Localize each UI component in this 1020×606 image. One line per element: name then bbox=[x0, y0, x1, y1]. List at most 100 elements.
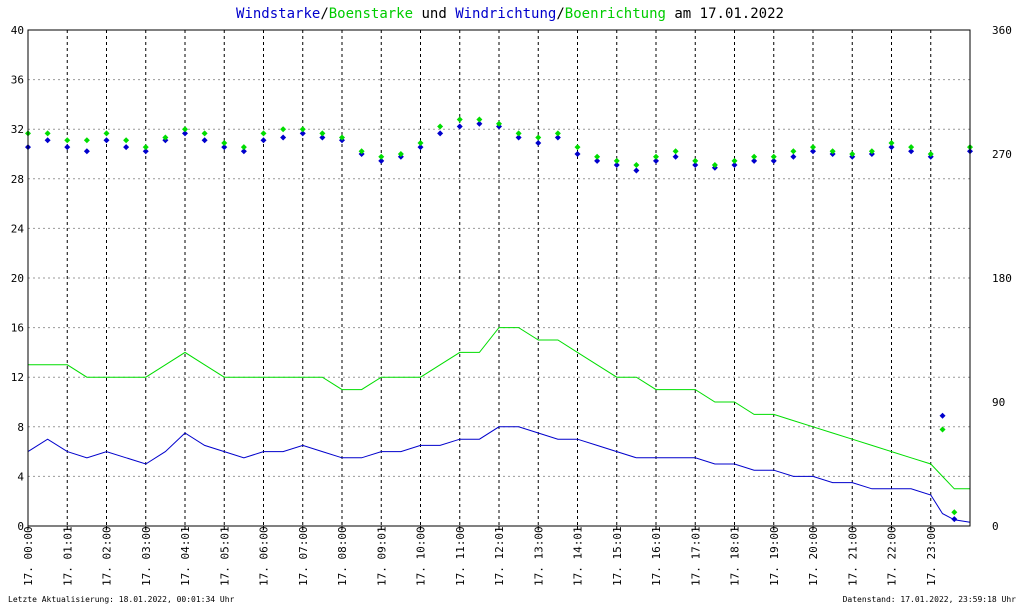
title-windstarke: Windstarke bbox=[236, 6, 320, 22]
x-tick-label: 17. 10:00 bbox=[415, 526, 428, 586]
series-boenrichtung-point bbox=[731, 157, 738, 164]
title-date: am 17.01.2022 bbox=[666, 6, 784, 22]
series-windrichtung-point bbox=[437, 130, 444, 137]
series-boenrichtung-point bbox=[496, 120, 502, 127]
series-windrichtung-point bbox=[770, 157, 777, 164]
series-boenrichtung-point bbox=[476, 116, 483, 123]
y-right-tick-label: 360 bbox=[992, 24, 1012, 37]
y-left-tick-label: 28 bbox=[11, 173, 24, 186]
chart-title: Windstarke/Boenstarke und Windrichtung/B… bbox=[236, 6, 784, 22]
y-left-tick-label: 12 bbox=[11, 371, 24, 384]
series-boenrichtung-point bbox=[162, 134, 169, 141]
series-windrichtung-point bbox=[319, 134, 326, 141]
footer-last-update: Letzte Aktualisierung: 18.01.2022, 00:01… bbox=[8, 595, 235, 604]
y-left-tick-label: 0 bbox=[17, 520, 24, 533]
x-tick-label: 17. 18:01 bbox=[729, 526, 742, 586]
x-tick-label: 17. 08:00 bbox=[336, 526, 349, 586]
series-boenrichtung-point bbox=[711, 162, 718, 169]
series-windrichtung-point bbox=[633, 167, 640, 174]
series-boenrichtung-point bbox=[574, 144, 581, 151]
series-boenrichtung-point bbox=[751, 153, 758, 160]
x-tick-label: 17. 03:00 bbox=[140, 526, 153, 586]
series-boenrichtung-point bbox=[260, 130, 267, 137]
series-windrichtung-point bbox=[790, 153, 797, 160]
x-tick-label: 17. 14:01 bbox=[572, 526, 585, 586]
x-tick-label: 17. 12:01 bbox=[493, 526, 506, 586]
series-boenrichtung-point bbox=[201, 130, 208, 137]
x-tick-label: 17. 23:00 bbox=[925, 526, 938, 586]
series-boenrichtung-point bbox=[456, 116, 463, 123]
y-right-tick-label: 180 bbox=[992, 272, 1012, 285]
series-boenrichtung-point bbox=[790, 148, 797, 155]
series-boenrichtung-point bbox=[849, 151, 856, 157]
series-windstarke-line bbox=[27, 426, 971, 523]
y-left-tick-label: 32 bbox=[11, 123, 24, 136]
series-boenstarke-line bbox=[28, 327, 970, 490]
x-tick-label: 17. 21:00 bbox=[846, 526, 859, 586]
y-left-tick-label: 16 bbox=[11, 322, 24, 335]
x-tick-label: 17. 15:01 bbox=[611, 526, 624, 586]
series-boenrichtung-point bbox=[240, 144, 247, 151]
series-windrichtung-point bbox=[44, 137, 51, 144]
x-tick-label: 17. 05:01 bbox=[218, 526, 231, 586]
y-right-tick-label: 270 bbox=[992, 148, 1012, 161]
series-boenrichtung-point bbox=[770, 153, 777, 160]
series-windrichtung-point bbox=[951, 516, 958, 523]
series-boenrichtung-point bbox=[123, 137, 130, 144]
series-boenrichtung-point bbox=[868, 148, 875, 155]
series-boenrichtung-point bbox=[633, 162, 640, 169]
footer-data-status: Datenstand: 17.01.2022, 23:59:18 Uhr bbox=[843, 595, 1017, 604]
series-windrichtung-point bbox=[653, 157, 659, 164]
series-boenrichtung-point bbox=[182, 126, 188, 133]
plot-frame bbox=[27, 29, 971, 527]
series-boenrichtung-point bbox=[417, 139, 424, 146]
series-windrichtung-point bbox=[908, 148, 915, 155]
title-und: und bbox=[413, 6, 455, 22]
series-windrichtung-point bbox=[83, 148, 90, 155]
series-boenrichtung-point bbox=[358, 148, 365, 155]
x-tick-label: 17. 07:00 bbox=[297, 526, 310, 586]
series-windrichtung-point bbox=[456, 123, 463, 130]
series-windrichtung-point bbox=[515, 134, 522, 141]
series-boenrichtung-point bbox=[83, 137, 90, 144]
x-tick-label: 17. 00:00 bbox=[22, 526, 35, 586]
series-boenrichtung-point bbox=[44, 130, 51, 137]
series-windrichtung-point bbox=[378, 157, 385, 164]
series-windrichtung-point bbox=[888, 144, 895, 151]
x-tick-label: 17. 02:00 bbox=[101, 526, 114, 586]
y-left-tick-label: 4 bbox=[17, 470, 24, 483]
series-layer bbox=[25, 116, 973, 523]
y-right-tick-label: 0 bbox=[992, 520, 999, 533]
series-windrichtung-point bbox=[751, 157, 758, 164]
series-boenrichtung-point bbox=[378, 153, 385, 160]
y-left-tick-label: 36 bbox=[11, 74, 24, 87]
x-tick-label: 17. 22:00 bbox=[886, 526, 899, 586]
series-windrichtung-point bbox=[182, 130, 188, 137]
series-windrichtung-point bbox=[731, 162, 738, 169]
series-windrichtung-point bbox=[554, 134, 561, 141]
series-boenrichtung-point bbox=[397, 151, 404, 157]
x-tick-label: 17. 01:01 bbox=[61, 526, 74, 586]
x-tick-label: 17. 13:00 bbox=[532, 526, 545, 586]
x-tick-label: 17. 06:00 bbox=[258, 526, 271, 586]
series-boenrichtung-point bbox=[554, 130, 561, 137]
grid-layer bbox=[28, 29, 970, 527]
title-boenstarke: Boenstarke bbox=[329, 6, 413, 22]
x-tick-label: 17. 04:01 bbox=[179, 526, 192, 586]
y-left-tick-label: 20 bbox=[11, 272, 24, 285]
y-left-tick-label: 24 bbox=[11, 222, 25, 235]
series-boenrichtung-point bbox=[927, 151, 934, 157]
series-boenrichtung-point bbox=[64, 137, 71, 144]
series-windrichtung-point bbox=[64, 144, 71, 151]
series-windrichtung-point bbox=[476, 120, 483, 127]
series-boenrichtung-point bbox=[299, 126, 306, 133]
x-tick-label: 17. 09:01 bbox=[375, 526, 388, 586]
series-windrichtung-point bbox=[201, 137, 208, 144]
y-left-tick-label: 40 bbox=[11, 24, 24, 37]
series-windrichtung-point bbox=[103, 137, 110, 144]
series-boenrichtung-point bbox=[951, 509, 958, 516]
series-boenrichtung-point bbox=[653, 153, 659, 160]
series-boenrichtung-point bbox=[692, 157, 699, 164]
series-boenrichtung-point bbox=[437, 123, 444, 130]
